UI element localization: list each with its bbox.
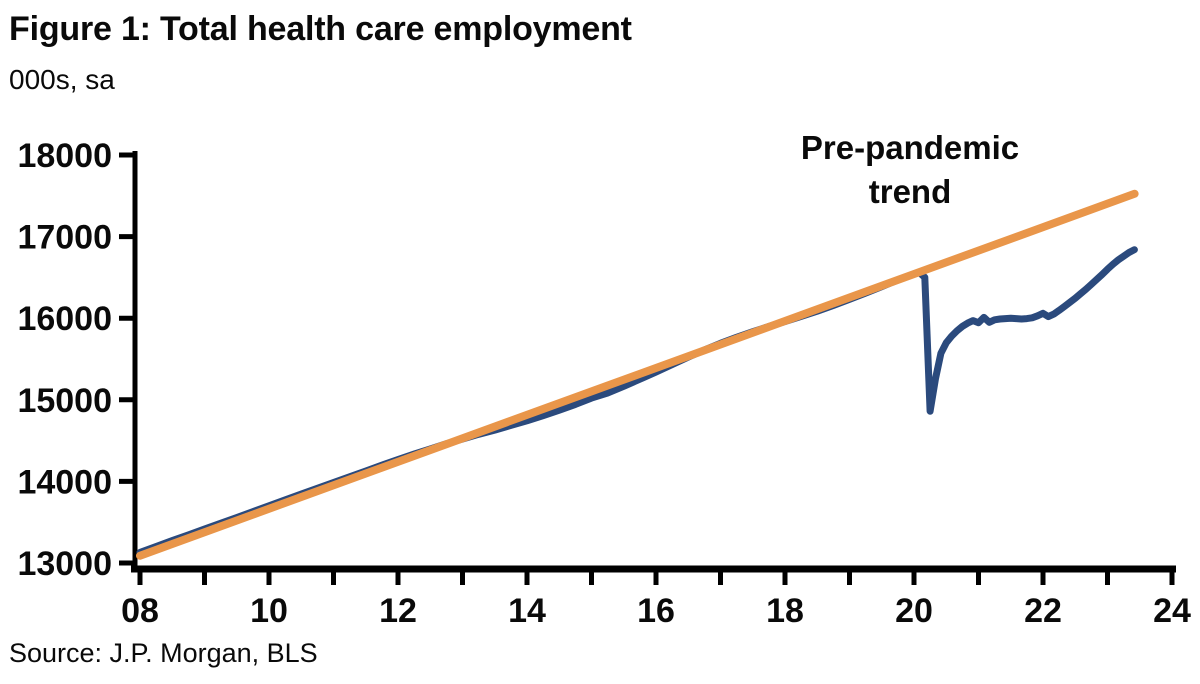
x-axis-tick-label: 14 [508,592,546,630]
y-axis-tick-label: 13000 [17,545,112,583]
y-axis-tick-label: 18000 [17,137,112,175]
trend-annotation-line1: Pre-pandemic [800,129,1020,166]
source-note: Source: J.P. Morgan, BLS [9,638,318,668]
x-axis-tick-label: 08 [121,592,159,630]
y-axis-tick-label: 17000 [17,219,112,257]
units-label: 000s, sa [9,64,115,95]
x-axis-tick-label: 12 [379,592,417,630]
trend-annotation: Pre-pandemic trend [745,126,1075,213]
y-axis-tick-label: 15000 [17,382,112,420]
y-axis-tick-label: 14000 [17,463,112,501]
x-axis-tick-label: 10 [250,592,288,630]
x-axis-tick-label: 18 [766,592,804,630]
x-axis-tick-label: 16 [637,592,675,630]
x-axis-tick-label: 20 [895,592,933,630]
actual-employment-line [136,246,1138,556]
x-axis-tick-label: 24 [1153,592,1191,630]
y-axis-tick-label: 16000 [17,300,112,338]
page-title: Figure 1: Total health care employment [9,10,632,48]
x-axis-tick-label: 22 [1024,592,1062,630]
pre-pandemic-trend-line [136,189,1139,560]
trend-annotation-line2: trend [868,172,952,210]
